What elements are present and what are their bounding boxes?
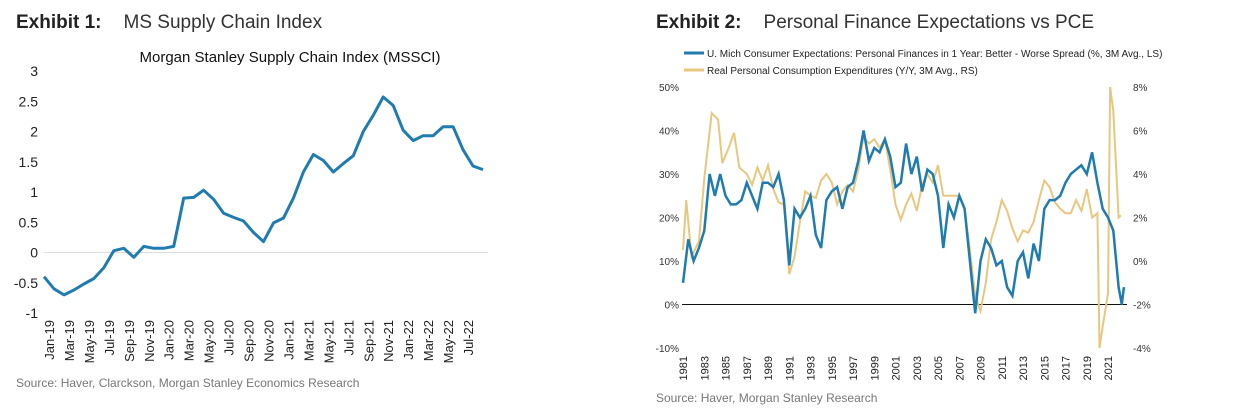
x-tick-label: Nov-21 xyxy=(381,320,396,362)
exhibit1-header: Exhibit 1: MS Supply Chain Index xyxy=(16,12,322,34)
exhibit2-label: Exhibit 2: xyxy=(656,12,742,33)
legend-label: U. Mich Consumer Expectations: Personal … xyxy=(707,49,1162,60)
y-left-tick-label: 0% xyxy=(665,301,680,312)
x-tick-label: 1995 xyxy=(827,356,839,380)
y-tick-label: 1.5 xyxy=(19,154,39,170)
x-tick-label: May-19 xyxy=(82,320,97,363)
exhibit1-label: Exhibit 1: xyxy=(16,12,102,33)
y-right-tick-label: -2% xyxy=(1133,301,1151,312)
y-left-tick-label: 20% xyxy=(659,214,679,225)
x-tick-label: Mar-20 xyxy=(182,320,197,361)
pce-line xyxy=(682,86,1122,349)
y-right-tick-label: -4% xyxy=(1133,344,1151,355)
x-tick-label: 1989 xyxy=(763,356,775,380)
x-tick-label: May-22 xyxy=(441,320,456,363)
y-right-tick-label: 8% xyxy=(1133,83,1148,94)
umich-line xyxy=(681,130,1126,314)
x-tick-label: 1983 xyxy=(699,356,711,380)
x-tick-label: 1999 xyxy=(869,356,881,380)
x-tick-label: 2009 xyxy=(976,356,988,380)
y-left-tick-label: -10% xyxy=(656,344,679,355)
x-tick-label: 2011 xyxy=(997,356,1009,380)
exhibit2-title: Personal Finance Expectations vs PCE xyxy=(763,12,1095,33)
exhibit2-header: Exhibit 2: Personal Finance Expectations … xyxy=(656,12,1094,34)
y-right-tick-label: 2% xyxy=(1133,214,1148,225)
x-tick-label: 1991 xyxy=(784,356,796,380)
x-tick-label: 1987 xyxy=(742,356,754,380)
y-tick-label: 3 xyxy=(30,63,38,79)
exhibit1-title: MS Supply Chain Index xyxy=(123,12,323,33)
x-tick-label: Jan-22 xyxy=(401,320,416,360)
x-tick-label: Jan-19 xyxy=(42,320,57,360)
x-tick-label: Mar-21 xyxy=(301,320,316,361)
y-right-tick-label: 0% xyxy=(1133,257,1148,268)
x-tick-label: Jan-20 xyxy=(162,320,177,360)
y-tick-label: 2.5 xyxy=(19,93,39,109)
chart1-title: Morgan Stanley Supply Chain Index (MSSCI… xyxy=(140,49,441,66)
x-tick-label: 1981 xyxy=(678,356,690,380)
x-tick-label: Sep-21 xyxy=(361,320,376,362)
x-tick-label: Mar-22 xyxy=(421,320,436,361)
x-tick-label: 1993 xyxy=(806,356,818,380)
y-left-tick-label: 30% xyxy=(659,170,679,181)
x-tick-label: May-20 xyxy=(202,320,217,363)
y-right-tick-label: 6% xyxy=(1133,127,1148,138)
y-left-tick-label: 40% xyxy=(659,127,679,138)
x-tick-label: Jan-21 xyxy=(281,320,296,360)
x-tick-label: 2005 xyxy=(933,356,945,380)
x-tick-label: 2015 xyxy=(1039,356,1051,380)
x-tick-label: Mar-19 xyxy=(62,320,77,361)
x-tick-label: Nov-19 xyxy=(142,320,157,362)
exhibit2-source: Source: Haver, Morgan Stanley Research xyxy=(656,391,878,405)
x-tick-label: Jul-22 xyxy=(461,320,476,355)
y-tick-label: 0 xyxy=(30,245,38,261)
x-tick-label: Jul-20 xyxy=(222,320,237,355)
y-right-tick-label: 4% xyxy=(1133,170,1148,181)
x-tick-label: 1997 xyxy=(848,356,860,380)
x-tick-label: 2003 xyxy=(912,356,924,380)
y-left-tick-label: 10% xyxy=(659,257,679,268)
y-tick-label: 0.5 xyxy=(19,214,39,230)
mssci-line xyxy=(42,95,484,297)
y-tick-label: 1 xyxy=(30,184,38,200)
legend-label: Real Personal Consumption Expenditures (… xyxy=(707,66,978,77)
y-tick-label: -1 xyxy=(26,305,39,321)
x-tick-label: 2021 xyxy=(1103,356,1115,380)
x-tick-label: May-21 xyxy=(321,320,336,363)
x-tick-label: 2013 xyxy=(1018,356,1030,380)
x-tick-label: Jul-19 xyxy=(102,320,117,355)
x-tick-label: Sep-20 xyxy=(242,320,257,362)
x-tick-label: Jul-21 xyxy=(341,320,356,355)
y-left-tick-label: 50% xyxy=(659,83,679,94)
y-tick-label: -0.5 xyxy=(14,275,38,291)
x-tick-label: 2007 xyxy=(954,356,966,380)
x-tick-label: 2019 xyxy=(1082,356,1094,380)
x-tick-label: 2001 xyxy=(891,356,903,380)
x-tick-label: Nov-20 xyxy=(262,320,277,362)
x-tick-label: Sep-19 xyxy=(122,320,137,362)
exhibit1-source: Source: Haver, Clarckson, Morgan Stanley… xyxy=(16,376,360,390)
y-tick-label: 2 xyxy=(30,124,38,140)
x-tick-label: 2017 xyxy=(1061,356,1073,380)
x-tick-label: 1985 xyxy=(721,356,733,380)
